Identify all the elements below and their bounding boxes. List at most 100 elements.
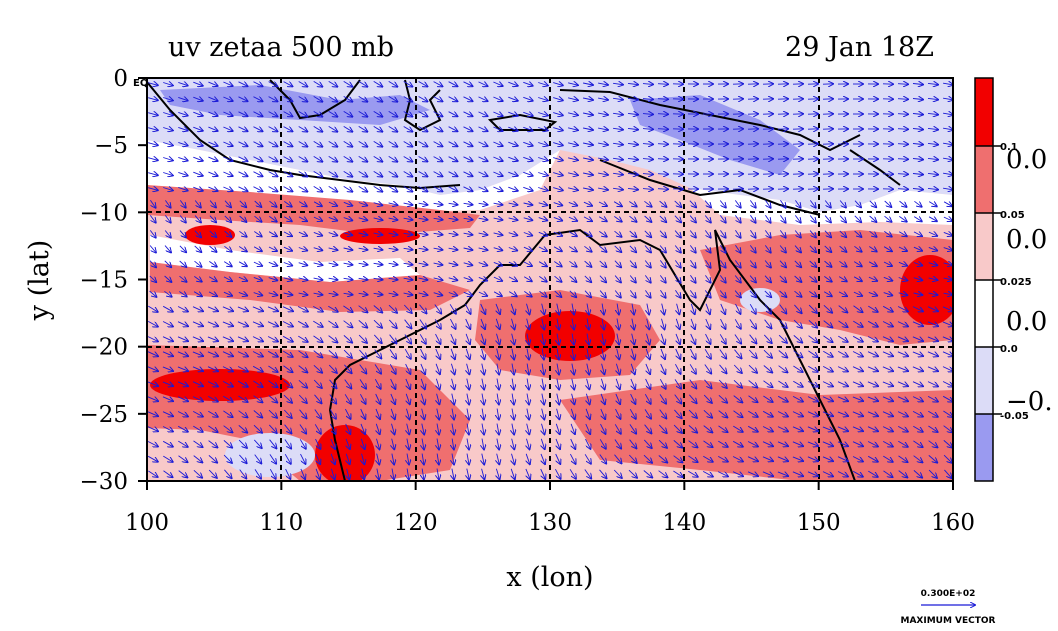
- wind-vector: [567, 113, 578, 115]
- wind-vector: [359, 349, 366, 358]
- wind-vector: [780, 215, 785, 222]
- wind-vector: [927, 98, 938, 99]
- vorticity-maximum: [340, 228, 420, 244]
- wind-vector: [913, 217, 922, 222]
- wind-vector: [164, 290, 171, 296]
- wind-vector: [223, 142, 232, 146]
- wind-vector: [478, 127, 488, 131]
- wind-vector: [328, 156, 338, 161]
- wind-vector: [538, 203, 548, 205]
- wind-vector: [644, 486, 653, 492]
- wind-vector: [420, 348, 426, 359]
- wind-vector: [572, 303, 574, 315]
- wind-vector: [763, 334, 771, 343]
- wind-vector: [912, 189, 923, 190]
- wind-vector: [839, 230, 846, 237]
- wind-vector: [148, 188, 158, 191]
- wind-vector: [779, 275, 786, 282]
- wind-vector: [149, 275, 156, 282]
- wind-vector: [403, 81, 413, 87]
- wind-vector: [720, 318, 726, 329]
- wind-vector: [928, 232, 937, 236]
- wind-vector: [343, 248, 353, 250]
- wind-vector: [657, 174, 668, 175]
- wind-vector: [854, 245, 861, 251]
- wind-vector: [418, 278, 428, 280]
- wind-vector: [720, 245, 725, 252]
- wind-vector: [691, 318, 695, 329]
- wind-vector: [433, 186, 443, 192]
- wind-vector: [764, 275, 771, 283]
- wind-vector: [883, 262, 892, 266]
- wind-vector: [583, 202, 592, 206]
- wind-vector: [448, 111, 458, 117]
- wind-vector: [298, 111, 308, 117]
- wind-vector: [508, 187, 517, 191]
- wind-vector: [928, 202, 937, 207]
- wind-vector: [912, 306, 923, 312]
- wind-vector: [225, 485, 232, 494]
- wind-vector: [691, 303, 694, 314]
- wind-vector: [373, 126, 383, 131]
- wind-vector: [493, 218, 503, 220]
- wind-vector: [313, 202, 322, 206]
- wind-vector: [404, 334, 411, 344]
- wind-vector: [208, 127, 217, 131]
- wind-vector: [209, 245, 217, 252]
- wind-vector: [657, 114, 668, 115]
- wind-vector: [657, 129, 668, 130]
- wind-vector: [463, 263, 473, 265]
- wind-vector: [208, 172, 217, 176]
- wind-vector: [358, 171, 368, 176]
- wind-vector: [463, 157, 473, 161]
- wind-vector: [268, 111, 278, 117]
- wind-vector: [632, 333, 635, 345]
- wind-vector: [690, 348, 695, 359]
- wind-vector: [268, 156, 278, 162]
- strong-negative-vorticity: [630, 95, 800, 175]
- wind-vector: [927, 128, 938, 129]
- wind-vector: [222, 336, 233, 341]
- wind-vector: [928, 278, 938, 280]
- wind-vector: [478, 248, 488, 250]
- wind-vector: [222, 322, 233, 326]
- wind-vector: [823, 304, 832, 312]
- wind-vector: [898, 278, 908, 281]
- wind-vector: [478, 97, 488, 101]
- wind-vector: [419, 319, 426, 329]
- wind-vector: [598, 128, 608, 130]
- wind-vector: [539, 276, 546, 281]
- wind-vector: [526, 484, 531, 494]
- wind-vector: [676, 318, 679, 329]
- wind-vector: [749, 245, 755, 252]
- wind-vector: [704, 200, 711, 208]
- wind-vector: [676, 333, 680, 344]
- wind-vector: [254, 215, 262, 222]
- wind-vector: [193, 157, 202, 161]
- wind-vector: [389, 334, 397, 344]
- wind-vector: [538, 113, 548, 116]
- colorbar: 0.1 0.05 0.025 0.0 -0.05 0.0 0.0 0.0 −0.: [974, 77, 1053, 482]
- wind-vector: [554, 275, 562, 282]
- wind-vector: [540, 484, 545, 494]
- wind-vector: [943, 98, 953, 100]
- wind-vector: [508, 218, 518, 220]
- wind-vector: [617, 303, 619, 315]
- wind-vector: [463, 172, 473, 176]
- wind-vector: [377, 484, 379, 495]
- wind-vector: [343, 186, 353, 191]
- wind-vector: [869, 200, 876, 207]
- wind-vector: [943, 202, 952, 206]
- wind-vector: [627, 98, 638, 99]
- wind-vector: [882, 336, 893, 342]
- wind-vector: [298, 171, 308, 177]
- wind-vector: [150, 200, 155, 207]
- wind-vector: [328, 126, 338, 131]
- wind-vector: [253, 171, 263, 177]
- wind-vector: [207, 321, 218, 326]
- wind-vector: [617, 333, 619, 345]
- wind-vector: [297, 320, 308, 326]
- wind-vector: [403, 278, 413, 280]
- wind-vector: [448, 203, 458, 204]
- wind-vector: [238, 82, 248, 86]
